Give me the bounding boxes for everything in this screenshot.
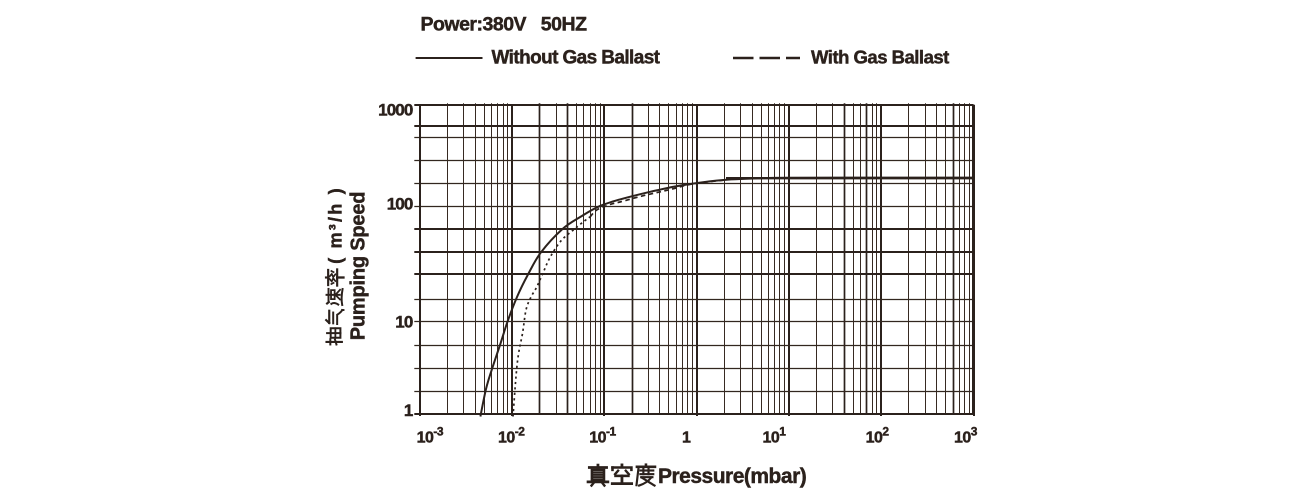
svg-text:( m³/h ): ( m³/h ) <box>326 186 346 264</box>
svg-text:10: 10 <box>395 312 413 331</box>
svg-text:1: 1 <box>682 430 691 447</box>
svg-text:100: 100 <box>387 195 413 214</box>
svg-text:Pressure(mbar): Pressure(mbar) <box>658 465 806 488</box>
svg-text:Pumping Speed: Pumping Speed <box>348 192 370 341</box>
svg-text:1: 1 <box>404 401 413 420</box>
svg-text:1000: 1000 <box>378 101 413 120</box>
svg-text:Without Gas Ballast: Without Gas Ballast <box>492 48 661 69</box>
svg-text:With Gas Ballast: With Gas Ballast <box>811 47 949 68</box>
svg-text:Power:380V 50HZ: Power:380V 50HZ <box>421 14 588 36</box>
